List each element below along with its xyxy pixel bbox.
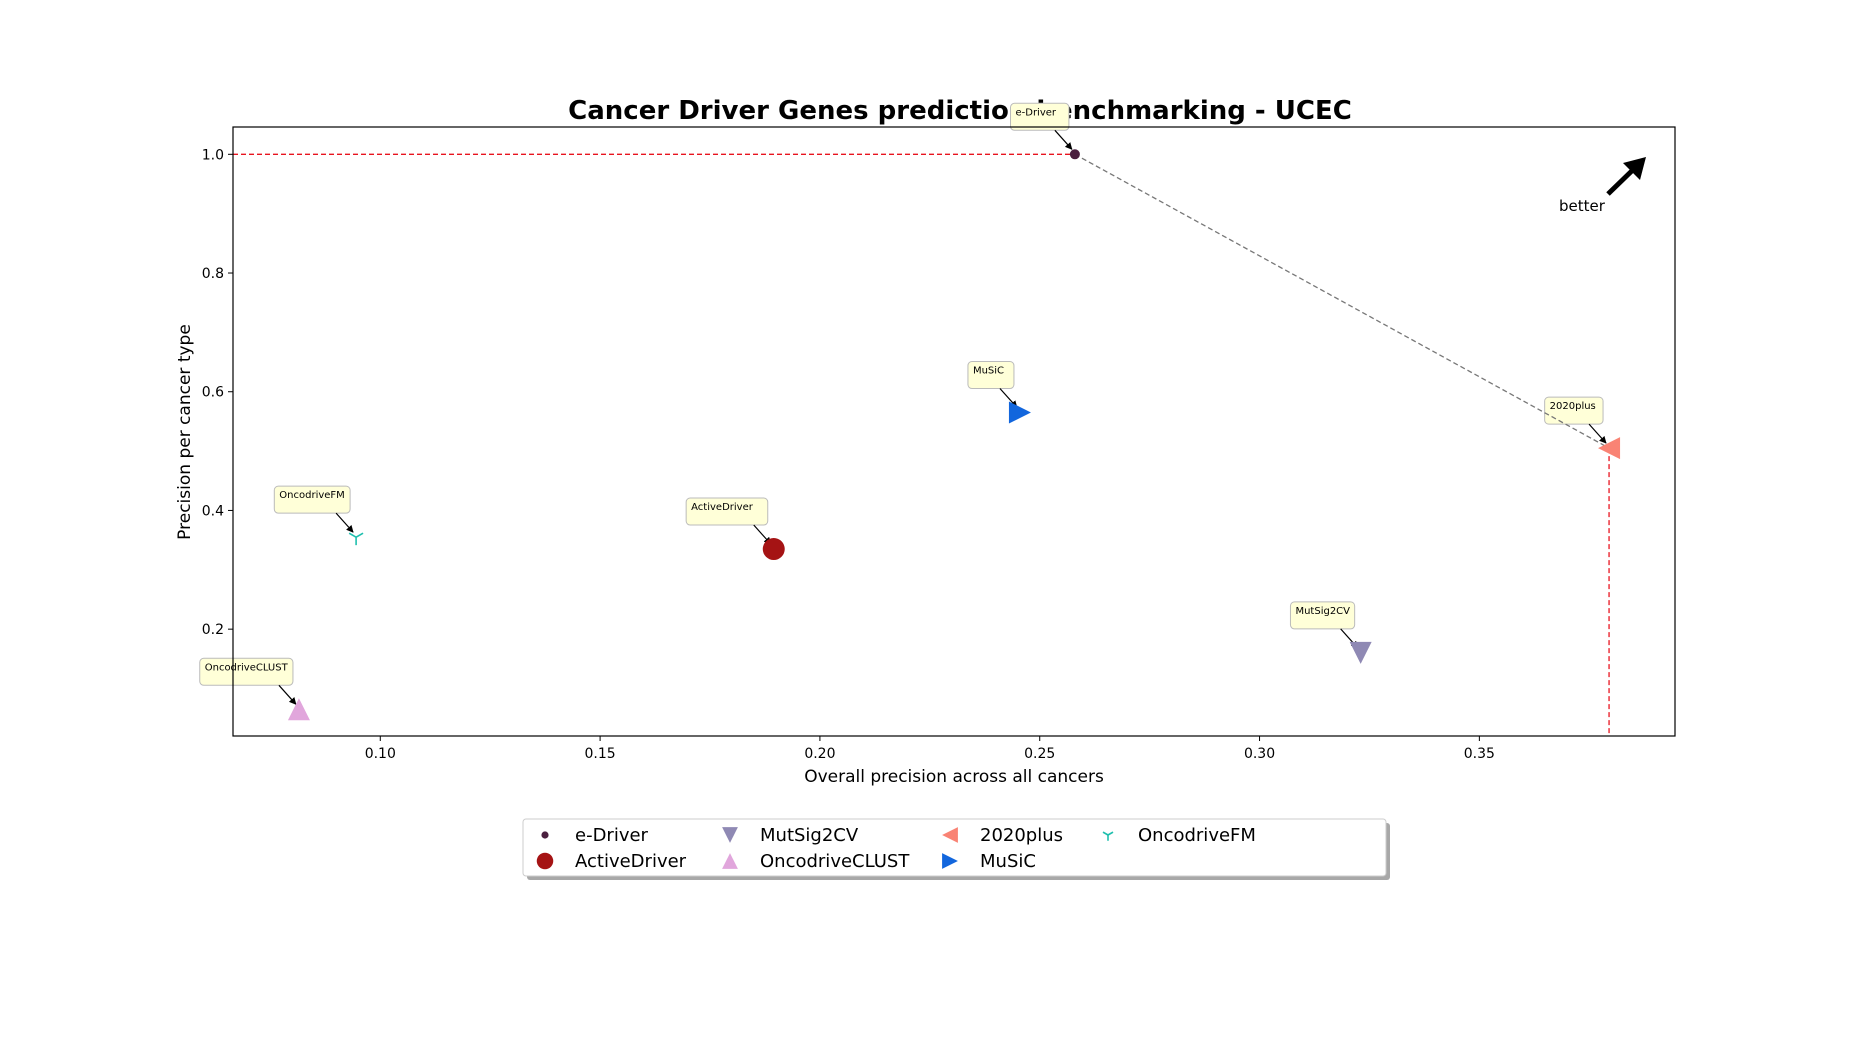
legend-label: e-Driver [575,825,649,846]
x-tick-label: 0.35 [1464,746,1495,762]
annotation-box [1289,601,1356,630]
point-2020plus [1598,437,1621,460]
annotation-label: MuSiC [973,366,1004,377]
legend-marker [1102,831,1114,841]
annotation-oncodrivefm: OncodriveFM [273,485,354,533]
legend-item-music: MuSiC [942,851,1036,872]
annotation-label: OncodriveCLUST [205,662,289,673]
chart-title: Cancer Driver Genes prediction benchmark… [568,96,1352,126]
x-axis-ticks: 0.10 0.15 0.20 0.25 0.30 0.35 [365,736,1495,762]
annotation-arrow [278,684,297,705]
y-tick-label: 0.8 [202,266,224,282]
better-arrow-head [1623,157,1646,180]
annotation-2020plus: 2020plus [1544,396,1607,444]
better-label: better [1559,197,1606,215]
legend-marker [722,853,738,869]
annotation-label: 2020plus [1550,401,1596,412]
annotation-oncodriveclust: OncodriveCLUST [199,657,297,705]
legend-label: OncodriveCLUST [760,851,910,872]
annotation-e-driver: e-Driver [1009,102,1073,150]
annotation-box [273,485,351,514]
plot-area [232,126,1676,737]
legend-label: MuSiC [980,851,1036,872]
legend-marker [536,852,554,870]
legend: e-Driver ActiveDriver MutSig2CV OncodriveCL… [522,818,1390,880]
annotation-label: ActiveDriver [691,502,754,513]
x-tick-label: 0.25 [1024,746,1055,762]
legend-marker [541,831,549,839]
x-tick-label: 0.15 [585,746,616,762]
legend-marker [942,827,958,843]
legend-box [522,818,1387,877]
legend-label: OncodriveFM [1138,825,1256,846]
annotation-arrow [335,512,354,533]
annotation-arrow [1054,129,1073,150]
legend-item-2020plus: 2020plus [942,825,1063,846]
x-tick-label: 0.30 [1244,746,1275,762]
pareto-frontier [233,153,1610,736]
legend-label: MutSig2CV [760,825,859,846]
legend-marker [942,853,958,869]
legend-item-activedriver: ActiveDriver [536,851,687,872]
annotation-activedriver: ActiveDriver [685,497,772,545]
point-mutsig2cv [1349,641,1372,664]
x-tick-label: 0.10 [365,746,396,762]
legend-label: ActiveDriver [575,851,687,872]
x-axis-label: Overall precision across all cancers [804,767,1104,787]
annotation-label: MutSig2CV [1295,606,1350,617]
annotations-layer: e-Driver ActiveDriver MutSig2CV OncodriveCL… [199,102,1607,705]
legend-label: 2020plus [980,825,1063,846]
point-activedriver [762,538,785,561]
legend-item-oncodrivefm: OncodriveFM [1102,825,1256,846]
annotation-label: e-Driver [1015,107,1056,118]
point-oncodriveclust [287,698,310,721]
annotation-box [1544,396,1604,425]
legend-item-e-driver: e-Driver [541,825,649,846]
annotation-box [685,497,769,526]
frontier-diagonal-line [1074,153,1610,449]
y-tick-label: 1.0 [202,147,224,163]
annotation-label: OncodriveFM [279,490,345,501]
y-axis-ticks: 0.2 0.4 0.6 0.8 1.0 [202,147,233,638]
data-points [287,149,1621,721]
legend-item-oncodriveclust: OncodriveCLUST [722,851,910,872]
y-tick-label: 0.6 [202,385,224,401]
annotation-arrow [1588,423,1607,444]
annotation-music: MuSiC [967,361,1018,409]
x-tick-label: 0.20 [804,746,835,762]
point-oncodrivefm [348,532,364,546]
y-tick-label: 0.2 [202,622,224,638]
legend-item-mutsig2cv: MutSig2CV [722,825,859,846]
legend-marker [722,827,738,843]
annotation-mutsig2cv: MutSig2CV [1289,601,1359,649]
annotation-box [967,361,1015,390]
point-e-driver [1069,149,1080,160]
annotation-box [1009,102,1070,131]
point-music [1008,401,1031,424]
y-tick-label: 0.4 [202,503,224,519]
annotation-box [199,657,294,686]
y-axis-label: Precision per cancer type [175,324,195,540]
better-annotation: better [1559,157,1646,215]
